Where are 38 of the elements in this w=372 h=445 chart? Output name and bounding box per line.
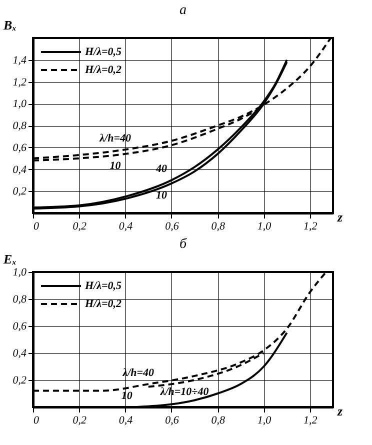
y-tick-label: 1,4: [12, 54, 27, 66]
y-axis-title: Eₓ: [2, 252, 17, 266]
y-tick-label: 0,8: [12, 120, 27, 132]
y-tick-label: 0,2: [12, 374, 27, 386]
chart-title: б: [179, 237, 188, 252]
y-tick-label: 0,6: [12, 142, 27, 154]
y-tick-label: 0,6: [12, 320, 27, 332]
x-tick-label: 0: [34, 414, 40, 426]
x-axis-title: z: [336, 404, 344, 418]
y-tick-label: 1,0: [12, 98, 27, 110]
x-tick-label: 1,0: [257, 220, 272, 232]
x-tick-label: 0,6: [165, 414, 180, 426]
y-tick-label: 0,4: [12, 348, 27, 360]
legend-label: H/λ=0,2: [84, 298, 122, 310]
y-tick-label: 1,0: [12, 266, 27, 278]
y-tick-label: 1,2: [12, 76, 27, 88]
y-tick-label: 0,8: [12, 294, 27, 306]
legend-label: H/λ=0,2: [84, 64, 122, 76]
legend-label: H/λ=0,5: [84, 280, 122, 292]
annotation: 10: [110, 160, 122, 172]
x-tick-label: 0,2: [72, 220, 88, 232]
chart-title: a: [180, 3, 186, 18]
x-tick-label: 0: [34, 220, 40, 232]
x-tick-label: 0,6: [165, 220, 180, 232]
x-tick-label: 0,8: [211, 414, 226, 426]
y-axis-title: Bₓ: [2, 18, 17, 32]
y-tick-label: 0,4: [12, 164, 27, 176]
x-tick-label: 0,2: [72, 414, 88, 426]
annotation: 10: [156, 189, 168, 202]
x-tick-label: 0,4: [118, 414, 134, 426]
x-tick-label: 1,2: [304, 414, 318, 426]
x-tick-label: 1,0: [257, 414, 272, 426]
legend-label: H/λ=0,5: [84, 46, 122, 58]
x-axis-title: z: [336, 210, 344, 224]
y-tick-label: 0,2: [12, 186, 27, 198]
x-tick-label: 1,2: [304, 220, 318, 232]
x-tick-label: 0,8: [211, 220, 226, 232]
x-tick-label: 0,4: [118, 220, 134, 232]
